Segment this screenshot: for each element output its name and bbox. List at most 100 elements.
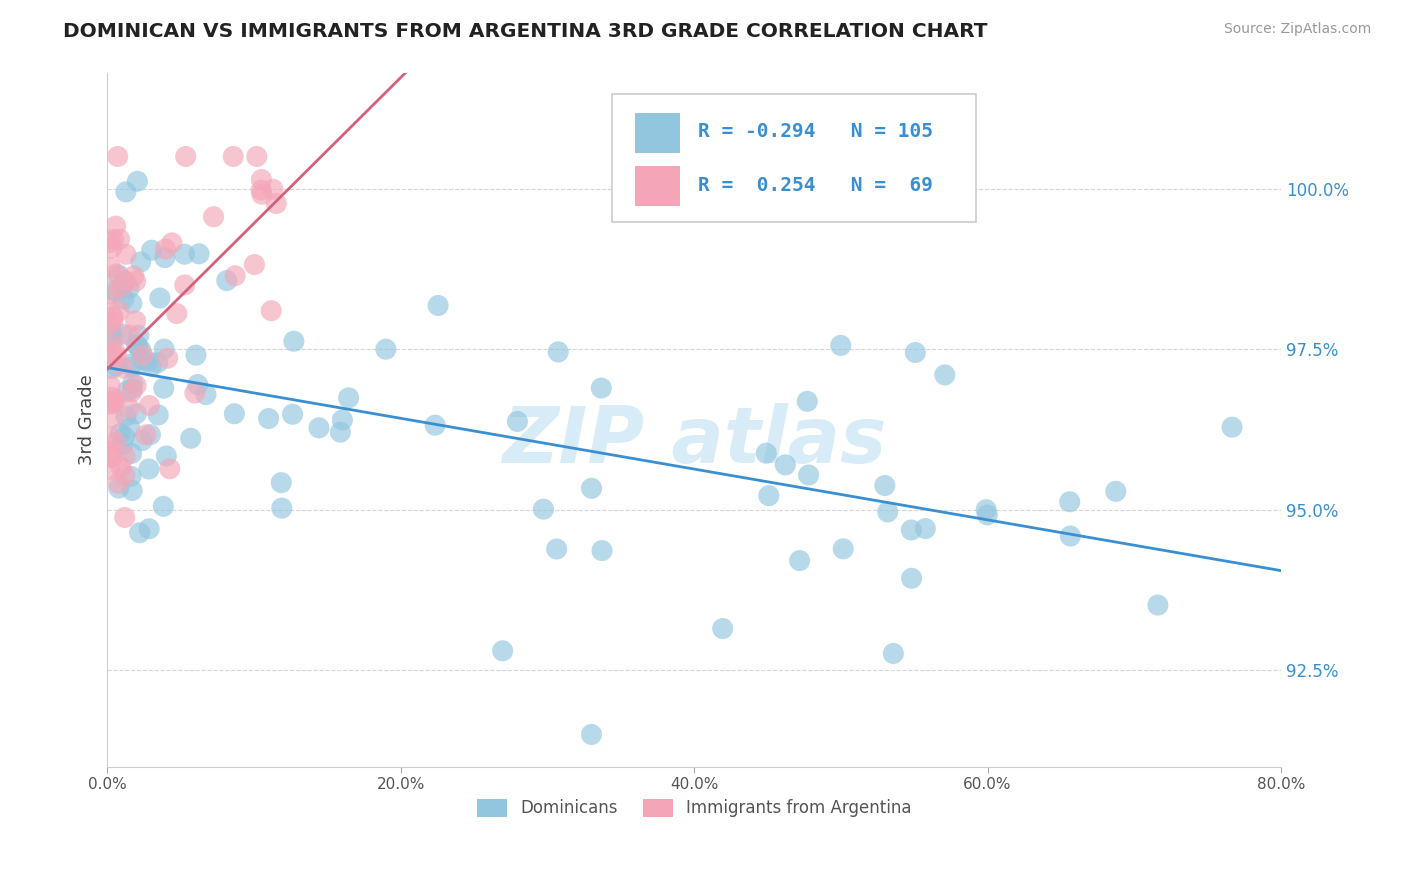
Point [121,296,143,310]
Point [122,268,145,283]
Point [105,349,128,363]
Point [136,354,159,368]
Point [103,232,125,246]
Point [180,431,202,445]
Point [121,483,143,498]
Point [250,183,273,197]
Point [194,387,217,401]
Point [101,310,124,324]
Point [129,255,152,269]
Point [125,378,148,392]
Point [337,391,360,405]
Point [98,260,121,275]
Point [100,390,122,404]
Point [100,337,122,351]
Point [127,174,149,188]
Point [112,361,135,376]
Y-axis label: 3rd Grade: 3rd Grade [79,375,96,465]
Point [976,508,998,522]
Point [224,407,246,421]
Point [188,247,211,261]
Point [128,328,150,343]
Point [118,328,141,343]
Point [112,277,135,291]
Point [173,247,195,261]
Point [160,235,183,250]
Point [332,413,354,427]
Point [152,381,174,395]
Point [104,267,127,281]
Point [120,469,142,483]
Text: R =  0.254   N =  69: R = 0.254 N = 69 [697,176,932,194]
Point [934,368,956,382]
Point [112,292,135,306]
Point [1220,420,1243,434]
Point [789,553,811,567]
Point [101,326,124,341]
Point [125,337,148,351]
Point [283,334,305,349]
Point [173,277,195,292]
Point [121,446,143,460]
Point [114,274,136,288]
Point [128,525,150,540]
Point [101,315,124,329]
Point [775,458,797,472]
Point [257,411,280,425]
Point [104,359,127,373]
Point [101,361,124,376]
Point [155,242,177,256]
Point [111,327,134,342]
Point [98,305,121,319]
Point [153,251,176,265]
Point [262,182,284,196]
Point [115,185,138,199]
Point [107,476,129,491]
Point [904,345,927,359]
Point [124,314,146,328]
Point [107,481,129,495]
Point [149,291,172,305]
Point [427,298,450,312]
Point [224,268,246,283]
Point [98,462,121,476]
Point [114,449,136,463]
Point [115,384,138,398]
Point [98,287,121,301]
Point [246,149,269,163]
Point [121,359,143,374]
Point [876,505,898,519]
Point [111,438,134,452]
Point [260,303,283,318]
Point [882,647,904,661]
Legend: Dominicans, Immigrants from Argentina: Dominicans, Immigrants from Argentina [470,792,918,824]
Point [107,149,129,163]
Point [115,409,138,424]
Point [146,356,169,370]
Point [101,395,124,409]
Point [1147,598,1170,612]
Point [202,210,225,224]
Point [100,350,122,364]
Point [222,149,245,163]
Point [98,235,121,250]
Point [533,502,555,516]
Point [121,384,143,399]
FancyBboxPatch shape [636,166,681,206]
Point [374,342,396,356]
Point [114,510,136,524]
Point [131,349,153,363]
Point [491,644,513,658]
Point [141,359,163,374]
Point [138,399,160,413]
Point [118,401,141,415]
Point [974,502,997,516]
Point [873,478,896,492]
Point [506,414,529,428]
Point [797,468,820,483]
Point [118,281,141,295]
Point [100,378,122,392]
Point [114,468,136,483]
Point [243,258,266,272]
Point [131,434,153,448]
